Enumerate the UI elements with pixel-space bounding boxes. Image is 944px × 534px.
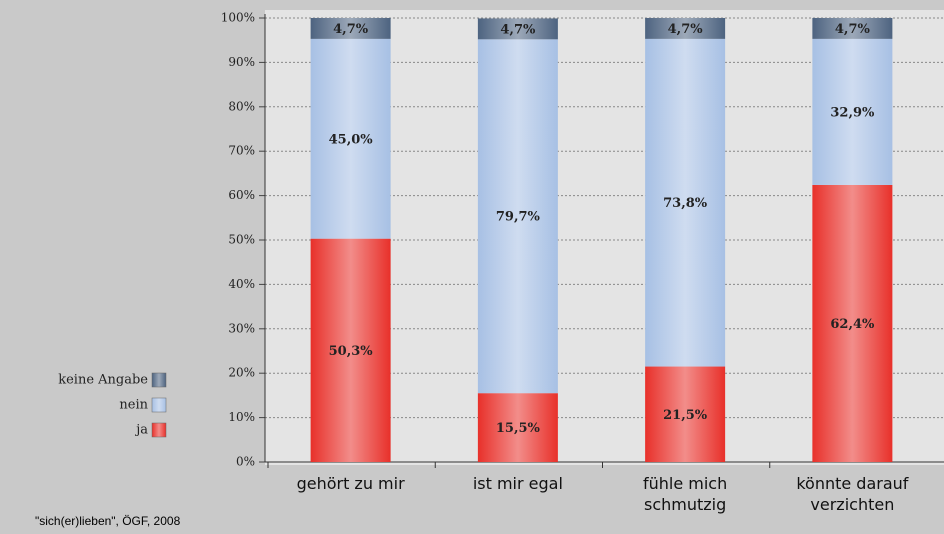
bar-segment (645, 18, 726, 39)
bar-segment (310, 18, 391, 39)
y-tick-label: 70% (228, 144, 255, 158)
y-tick-label: 0% (236, 455, 255, 469)
y-tick-label: 80% (228, 99, 255, 113)
legend-swatch (151, 422, 167, 438)
bar-segment (310, 38, 391, 239)
legend-label: nein (119, 398, 148, 413)
value-label: 73,8% (663, 196, 708, 211)
x-tick-label: könnte darauf verzichten (796, 474, 909, 514)
value-label: 4,7% (333, 22, 369, 37)
y-tick-label: 60% (228, 188, 255, 202)
legend-swatch (151, 372, 167, 388)
value-label: 45,0% (329, 132, 374, 147)
value-label: 62,4% (830, 317, 875, 332)
value-label: 79,7% (496, 210, 541, 225)
bar-segment (645, 38, 726, 367)
bar-segment (812, 18, 893, 39)
y-tick-label: 10% (228, 410, 255, 424)
y-tick-label: 30% (228, 321, 255, 335)
value-label: 4,7% (668, 22, 704, 37)
y-tick-label: 90% (228, 55, 255, 69)
x-tick-label: fühle mich schmutzig (642, 474, 728, 514)
value-label: 21,5% (663, 408, 708, 423)
bar-segment (310, 238, 391, 462)
y-tick-label: 20% (228, 366, 255, 380)
legend-swatch (151, 397, 167, 413)
value-label: 4,7% (835, 22, 871, 37)
x-tick-label: ist mir egal (472, 474, 563, 493)
legend-label: ja (134, 423, 148, 438)
value-label: 50,3% (329, 344, 374, 359)
y-tick-label: 50% (228, 233, 255, 247)
bar-segment (477, 39, 558, 394)
y-tick-label: 100% (221, 11, 255, 25)
value-label: 15,5% (496, 421, 541, 436)
bar-segment (477, 18, 558, 40)
y-tick-label: 40% (228, 277, 255, 291)
value-label: 32,9% (830, 105, 875, 120)
legend-label: keine Angabe (58, 373, 148, 388)
bar-segment (812, 38, 893, 185)
bar-segment (645, 366, 726, 462)
x-tick-label: gehört zu mir (296, 474, 405, 493)
bar-segment (812, 184, 893, 462)
source-note: "sich(er)lieben", ÖGF, 2008 (35, 514, 181, 528)
bar-segment (477, 393, 558, 462)
value-label: 4,7% (500, 22, 536, 37)
